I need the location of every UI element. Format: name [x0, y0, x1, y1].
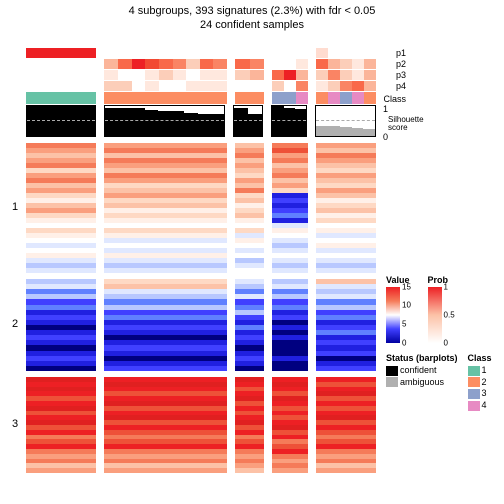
legend-value: Value 151050	[386, 275, 410, 343]
prob-gradient	[428, 287, 442, 343]
annot-row-class	[26, 92, 376, 104]
value-gradient	[386, 287, 400, 343]
legend-class: Class 1234	[468, 353, 492, 412]
main-panel: p1p2p3p4Class10Silhouette score123	[26, 48, 376, 479]
title-line2: 24 confident samples	[0, 18, 504, 32]
row-label-3: 3	[12, 418, 18, 430]
legend-area: Value 151050 Prob 10.50 Status (barplots…	[386, 275, 498, 412]
row-label-2: 2	[12, 318, 18, 330]
title: 4 subgroups, 393 signatures (2.3%) with …	[0, 0, 504, 33]
heatmap-section-2	[26, 279, 376, 371]
heatmap-section-3	[26, 377, 376, 473]
row-label-1: 1	[12, 201, 18, 213]
legend-status: Status (barplots) confidentambiguous	[386, 353, 458, 412]
annot-row-p4	[26, 81, 376, 91]
annot-row-p3	[26, 70, 376, 80]
legend-prob: Prob 10.50	[428, 275, 449, 343]
silhouette-row	[26, 105, 376, 137]
annot-row-p1	[26, 48, 376, 58]
title-line1: 4 subgroups, 393 signatures (2.3%) with …	[0, 4, 504, 18]
annot-row-p2	[26, 59, 376, 69]
figure: 4 subgroups, 393 signatures (2.3%) with …	[0, 0, 504, 504]
heatmap-section-1	[26, 143, 376, 273]
